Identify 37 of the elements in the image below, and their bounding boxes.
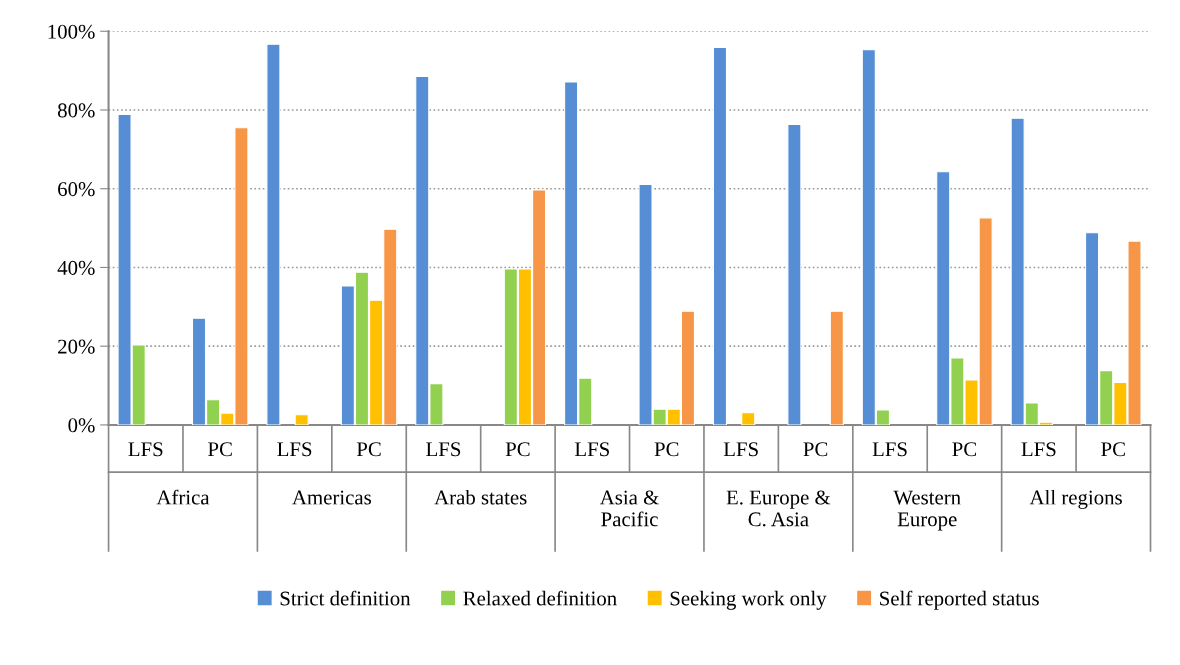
y-tick-label: 0%	[68, 418, 95, 433]
text: Africa	[156, 489, 210, 505]
y-tick-label: 80%	[57, 103, 95, 118]
bar	[712, 46, 728, 425]
bar	[294, 414, 309, 425]
bar	[741, 412, 756, 425]
x-tick-label: PC	[803, 442, 828, 457]
text: Western Europe	[893, 490, 961, 531]
y-tick-label: 100%	[48, 24, 95, 39]
bar	[266, 43, 281, 425]
bar	[829, 310, 844, 425]
x-tick-label: PC	[505, 442, 530, 457]
y-tick-label: 60%	[58, 182, 95, 197]
x-tick-label: LFS	[128, 442, 163, 457]
x-tick-label: LFS	[872, 442, 907, 457]
bar	[787, 124, 802, 425]
x-tick-label: PC	[952, 442, 977, 457]
legend-label: Seeking work only	[670, 590, 827, 610]
x-tick-label: LFS	[723, 442, 758, 457]
x-tick-label: LFS	[426, 442, 461, 457]
x-tick-label: LFS	[1021, 442, 1056, 457]
legend-label: Self reported status	[880, 590, 1039, 610]
x-tick-label: PC	[654, 442, 679, 457]
text: E. Europe & C. Asia	[726, 490, 831, 527]
y-tick-label: 20%	[58, 339, 95, 354]
text: Asia & Pacific	[599, 490, 659, 527]
y-tick-label: 40%	[57, 260, 95, 275]
x-tick-label: PC	[1101, 442, 1125, 457]
text: All regions	[1029, 489, 1122, 509]
x-tick-label: LFS	[277, 442, 312, 457]
x-tick-label: LFS	[574, 442, 609, 457]
x-tick-label: PC	[356, 442, 381, 457]
text: Arab states	[434, 489, 527, 505]
legend-label: Strict definition	[280, 590, 411, 606]
text: Americas	[292, 490, 371, 505]
x-tick-label: PC	[208, 442, 232, 457]
legend-label: Relaxed definition	[463, 590, 617, 606]
